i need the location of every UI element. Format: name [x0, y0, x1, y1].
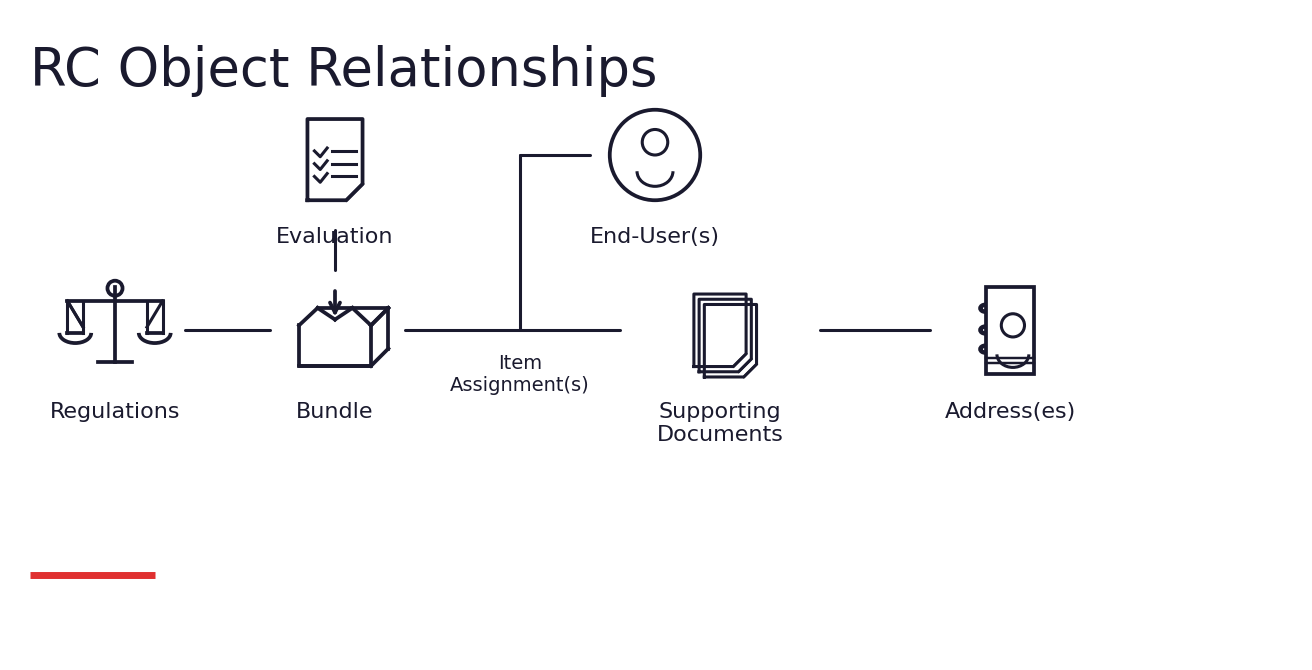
Text: RC Object Relationships: RC Object Relationships — [30, 45, 657, 97]
Text: Item
Assignment(s): Item Assignment(s) — [450, 354, 590, 395]
Text: Regulations: Regulations — [50, 402, 180, 422]
Text: Address(es): Address(es) — [945, 402, 1076, 422]
Text: Bundle: Bundle — [297, 402, 374, 422]
Text: Evaluation: Evaluation — [277, 227, 394, 247]
Text: End-User(s): End-User(s) — [590, 227, 720, 247]
Text: Supporting
Documents: Supporting Documents — [656, 402, 783, 445]
Bar — [985, 287, 1034, 373]
